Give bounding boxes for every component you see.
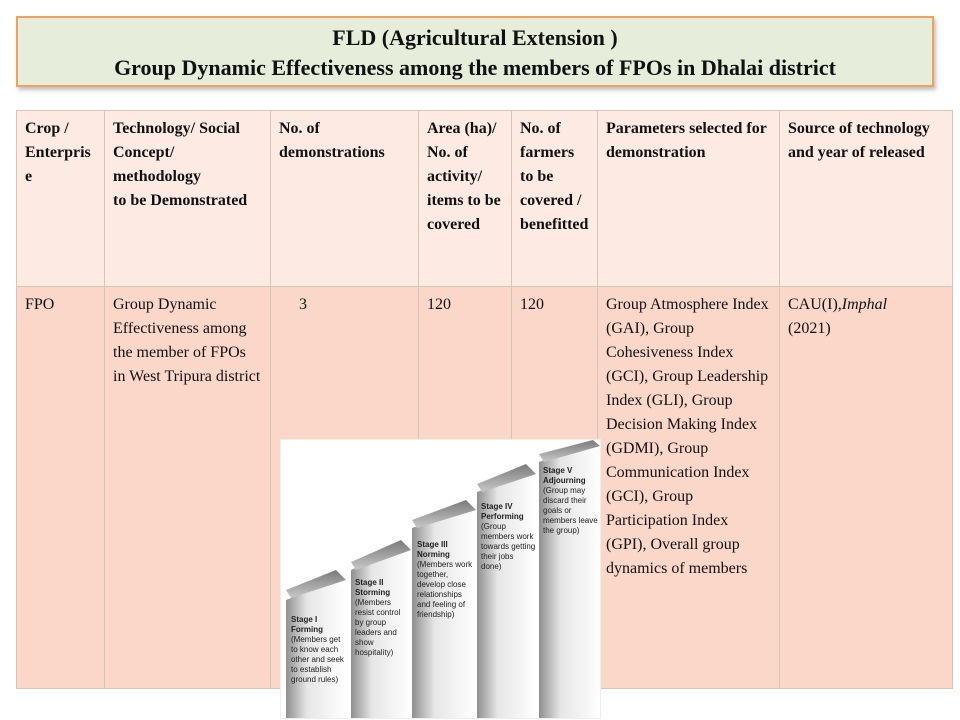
cell-parameters: Group Atmosphere Index (GAI), Group Cohe… <box>597 286 780 689</box>
header-demonstrations: No. of demonstrations <box>270 110 419 287</box>
demonstrations-value: 3 <box>299 296 307 313</box>
stage-4-text: Stage IV Performing (Group members work … <box>481 502 536 571</box>
header-area: Area (ha)/ No. of activity/ items to be … <box>418 110 512 287</box>
step-2 <box>351 540 411 718</box>
source-prefix: CAU(I), <box>788 296 842 313</box>
source-place: Imphal <box>841 296 888 313</box>
table-header-row: Crop / Enterprise Technology/ Social Con… <box>16 110 953 287</box>
step-4 <box>477 464 536 718</box>
stage-1-text: Stage I Forming (Members get to know eac… <box>291 615 344 684</box>
step-1 <box>286 570 346 718</box>
title-line-2: Group Dynamic Effectiveness among the me… <box>114 55 836 80</box>
header-farmers: No. of farmers to be covered / benefitte… <box>511 110 598 287</box>
stage-3-text: Stage III Norming (Members work together… <box>417 540 473 619</box>
group-development-stages-image: Stage I Forming (Members get to know eac… <box>281 440 600 718</box>
title-line-1: FLD (Agricultural Extension ) <box>332 25 618 50</box>
stage-5-text: Stage V Adjourning (Group may discard th… <box>543 466 598 535</box>
step-5 <box>539 440 600 718</box>
staircase-graphic <box>286 440 600 718</box>
stage-2-text: Stage II Storming (Members resist contro… <box>355 578 401 657</box>
header-crop: Crop / Enterprise <box>16 110 105 287</box>
step-3 <box>412 500 476 718</box>
header-technology: Technology/ Social Concept/ methodology … <box>104 110 271 287</box>
cell-source: CAU(I),Imphal (2021) <box>779 286 953 689</box>
header-source: Source of technology and year of release… <box>779 110 953 287</box>
cell-technology: Group Dynamic Effectiveness among the me… <box>104 286 271 689</box>
cell-crop: FPO <box>16 286 105 689</box>
source-year: (2021) <box>788 320 831 337</box>
slide-title: FLD (Agricultural Extension ) Group Dyna… <box>16 16 934 87</box>
header-parameters: Parameters selected for demonstration <box>597 110 780 287</box>
